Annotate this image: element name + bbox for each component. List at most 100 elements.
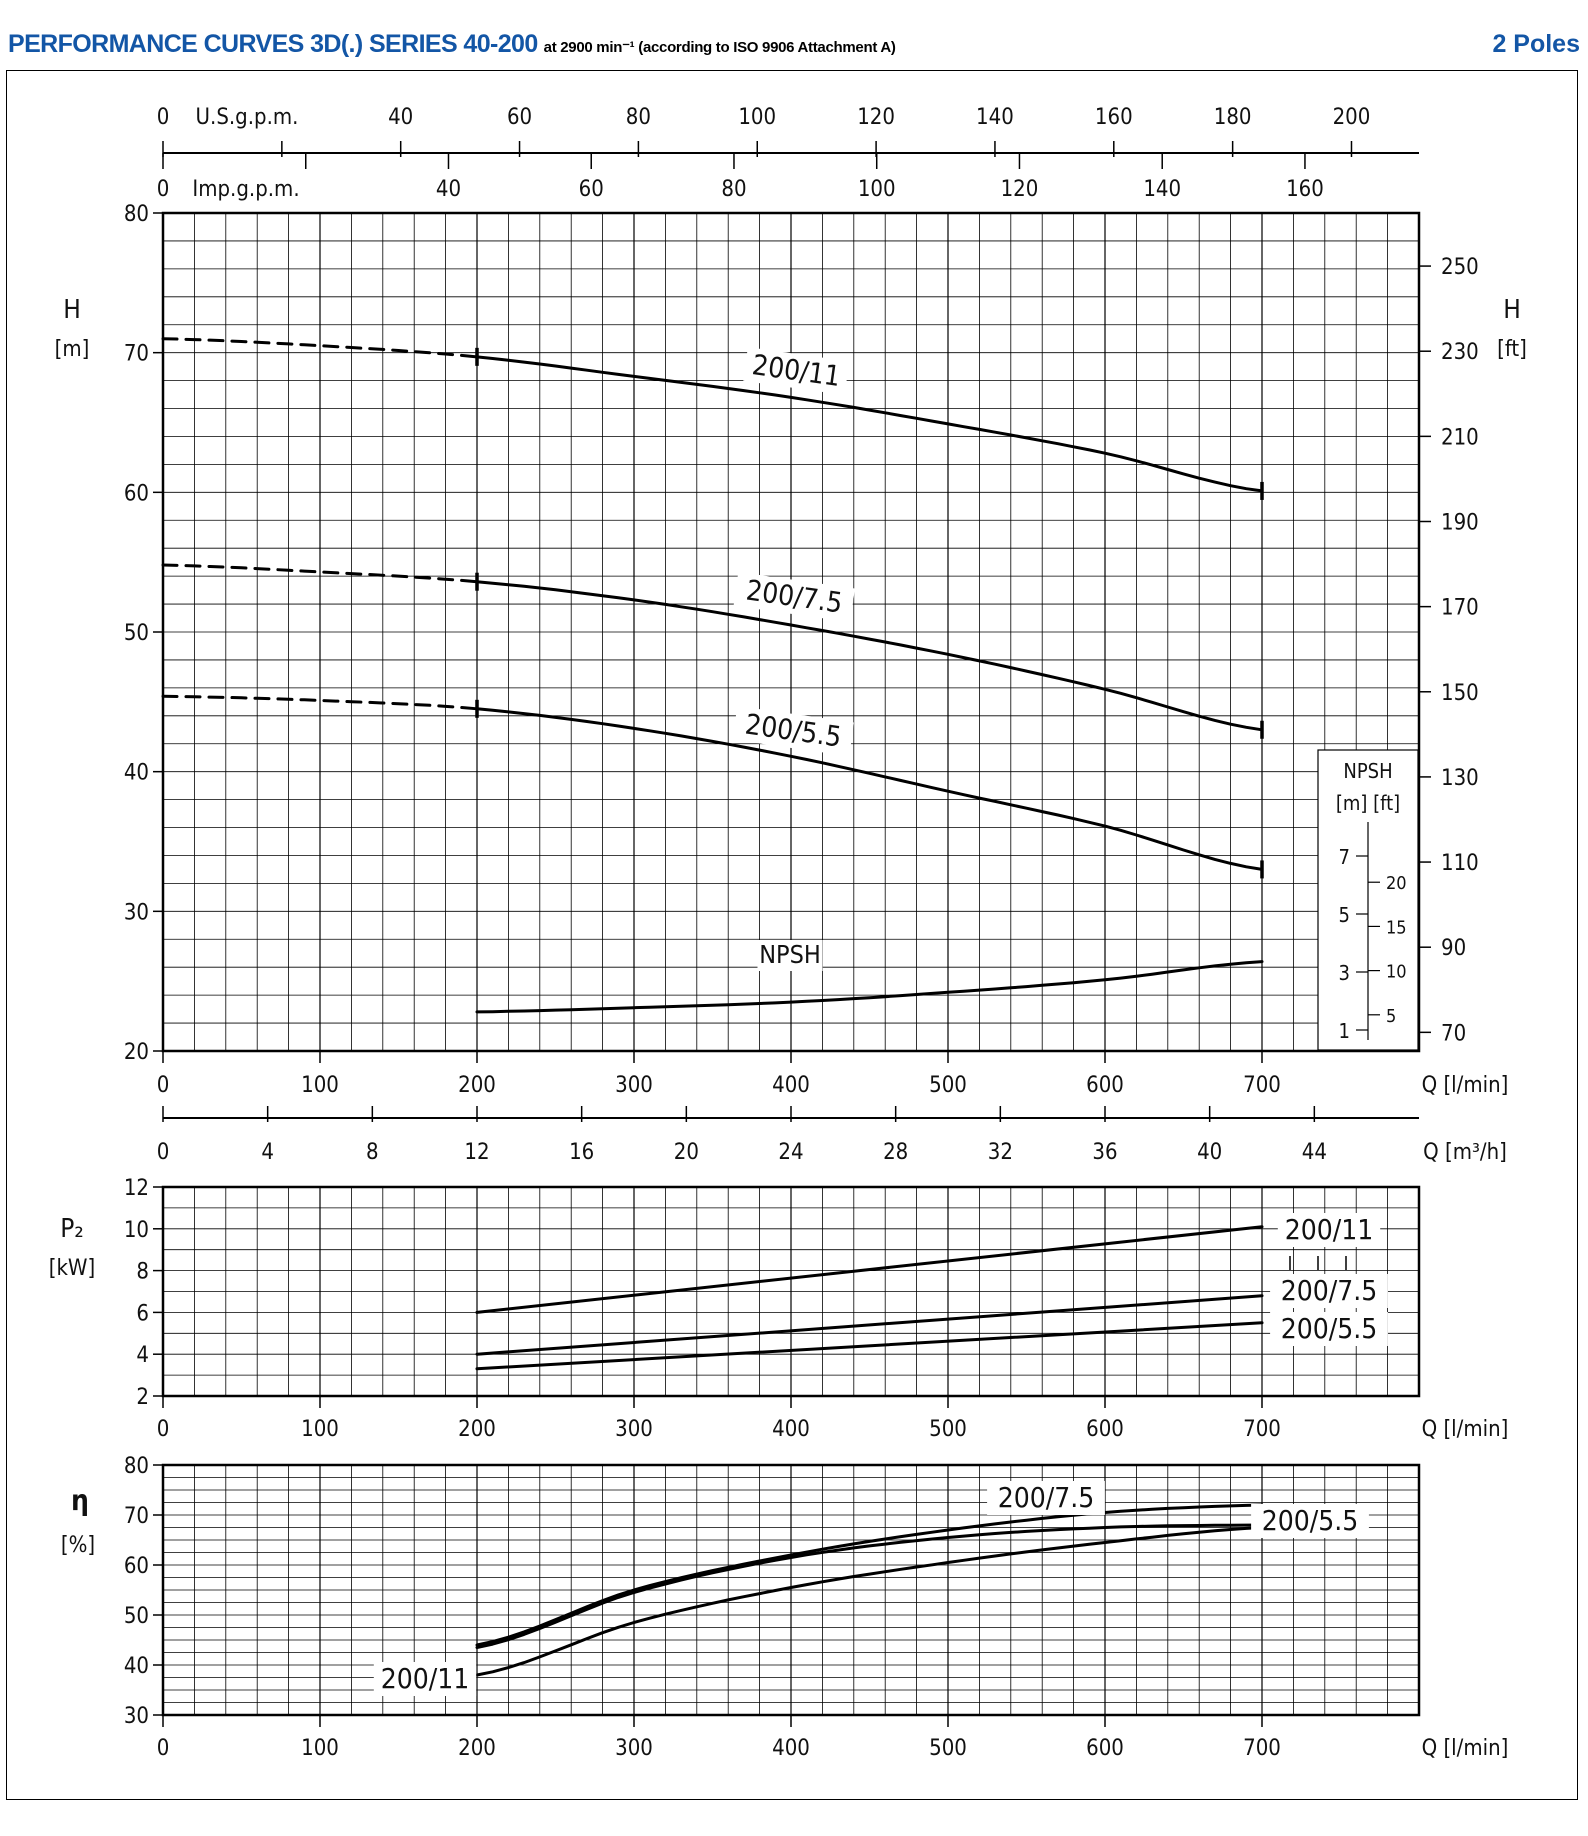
p2-curve-200-7-5 [475,1294,1264,1356]
usgpm-tick-label: 180 [1214,105,1252,130]
p2-label-200-11-text: 200/11 [1285,1213,1374,1246]
h-ft-tick-label: 250 [1441,255,1479,280]
npsh-m-tick-label: 5 [1339,903,1350,927]
h-curve-npsh [475,960,1264,1014]
p2-tick-label: 4 [136,1343,149,1368]
eta-tick-label: 70 [124,1504,149,1529]
eta-label-200-5-5-bg [1251,1504,1369,1538]
h-label-npsh-bg [757,940,823,971]
h-label-200-11-bg [743,347,850,396]
q-lmin-tick-label: 600 [1086,1736,1124,1761]
q-lmin-tick-label: 300 [615,1736,653,1761]
p2-label-200-11: 200/11 [1277,1213,1381,1247]
q-lmin-tick-label: 500 [929,1736,967,1761]
eta-label-200-5-5-text: 200/5.5 [1262,1504,1359,1537]
eta-curve-200-11 [475,1526,1264,1677]
npsh-m-tick-label: 7 [1339,845,1350,869]
h-m-tick-label: 20 [124,1040,149,1065]
q-lmin-axis-label: Q [l/min] [1422,1736,1509,1761]
h-curve-200-5-5-dashed [161,694,479,711]
npsh-ft-tick-label: 5 [1386,1006,1396,1027]
p2-curve-200-5-5 [475,1321,1264,1371]
eta-label-200-11-text: 200/11 [381,1662,470,1695]
q-lmin-tick-label: 200 [458,1417,496,1442]
eta-label-200-7-5-text: 200/7.5 [998,1481,1095,1514]
eta-unit-label: [%] [61,1533,95,1558]
q-m3h-tick-label: 16 [569,1140,594,1165]
usgpm-tick-label: 100 [738,105,776,130]
p2-label-200-7-5-text: 200/7.5 [1281,1274,1378,1307]
h-ft-tick-label: 210 [1441,425,1479,450]
usgpm-tick-label: 120 [857,105,895,130]
q-lmin-tick-label: 400 [772,1736,810,1761]
h-ft-tick-label: 70 [1441,1021,1466,1046]
h-m-tick-label: 80 [124,202,149,227]
p2-unit-label: [kW] [49,1256,95,1281]
q-lmin-tick-label: 500 [929,1073,967,1098]
q-m3h-tick-label: 28 [883,1140,908,1165]
q-lmin-tick-label: 700 [1243,1736,1281,1761]
q-lmin-tick-label: 100 [301,1736,339,1761]
h-label-200-11-text: 200/11 [750,348,842,393]
h-curve-200-11-dashed [161,337,479,359]
impgpm-tick-label: 80 [721,177,746,202]
h-label-200-11: 200/11 [743,347,850,396]
q-lmin-tick-label: 400 [772,1417,810,1442]
impgpm-tick-label: 160 [1286,177,1324,202]
impgpm-tick-label: 60 [579,177,604,202]
q-lmin-tick-label: 0 [157,1073,170,1098]
q-m3h-tick-label: 36 [1092,1140,1117,1165]
npsh-m-tick-label: 1 [1339,1019,1350,1043]
eta-tick-label: 30 [124,1704,149,1729]
q-lmin-tick-label: 300 [615,1073,653,1098]
q-lmin-tick-label: 100 [301,1417,339,1442]
h-ft-tick-label: 170 [1441,596,1479,621]
q-lmin-tick-label: 600 [1086,1417,1124,1442]
q-lmin-tick-label: 700 [1243,1417,1281,1442]
npsh-inset-units: [m] [ft] [1336,791,1400,815]
eta-axis-label: η [71,1484,89,1517]
impgpm-tick-label: 100 [858,177,896,202]
impgpm-tick-label: 140 [1143,177,1181,202]
h-m-tick-label: 40 [124,761,149,786]
h-unit-ft-label: [ft] [1497,337,1527,362]
q-lmin-axis-label: Q [l/min] [1422,1417,1509,1442]
impgpm-tick-label: 120 [1001,177,1039,202]
npsh-ft-tick-label: 10 [1386,962,1407,983]
q-lmin-tick-label: 700 [1243,1073,1281,1098]
h-ft-tick-label: 150 [1441,681,1479,706]
eta-tick-label: 60 [124,1554,149,1579]
q-lmin-tick-label: 600 [1086,1073,1124,1098]
q-m3h-tick-label: 24 [778,1140,803,1165]
eta-curve-200-7-5 [475,1503,1264,1647]
h-curve-200-5-5 [475,707,1264,871]
q-lmin-tick-label: 200 [458,1073,496,1098]
impgpm-tick-label: 0 [157,177,170,202]
usgpm-tick-label: 40 [388,105,413,130]
h-label-200-5-5-text: 200/5.5 [743,708,843,754]
eta-tick-label: 50 [124,1604,149,1629]
q-m3h-tick-label: 12 [464,1140,489,1165]
q-m3h-tick-label: 20 [674,1140,699,1165]
impgpm-axis-label: Imp.g.p.m. [192,177,299,202]
eta-label-200-5-5: 200/5.5 [1251,1504,1369,1538]
p2-tick-label: 8 [136,1260,149,1285]
title-bar: PERFORMANCE CURVES 3D(.) SERIES 40-200 at… [8,30,1580,64]
h-m-tick-label: 50 [124,621,149,646]
h-ft-tick-label: 130 [1441,766,1479,791]
h-m-tick-label: 30 [124,900,149,925]
eta-tick-label: 40 [124,1654,149,1679]
npsh-ft-tick-label: 20 [1386,873,1407,894]
h-curve-200-7-5 [475,580,1264,732]
h-label-npsh-text: NPSH [759,940,821,969]
p2-label-200-7-5: 200/7.5 [1270,1274,1388,1308]
h-ft-tick-label: 230 [1441,340,1479,365]
h-ft-tick-label: 190 [1441,510,1479,535]
h-m-tick-label: 70 [124,342,149,367]
h-label-200-7-5: 200/7.5 [733,572,855,623]
p2-tick-label: 12 [124,1176,149,1201]
h-unit-m-label: [m] [55,337,90,362]
eta-label-200-11-bg [373,1662,477,1696]
p2-label-200-5-5-text: 200/5.5 [1281,1312,1378,1345]
